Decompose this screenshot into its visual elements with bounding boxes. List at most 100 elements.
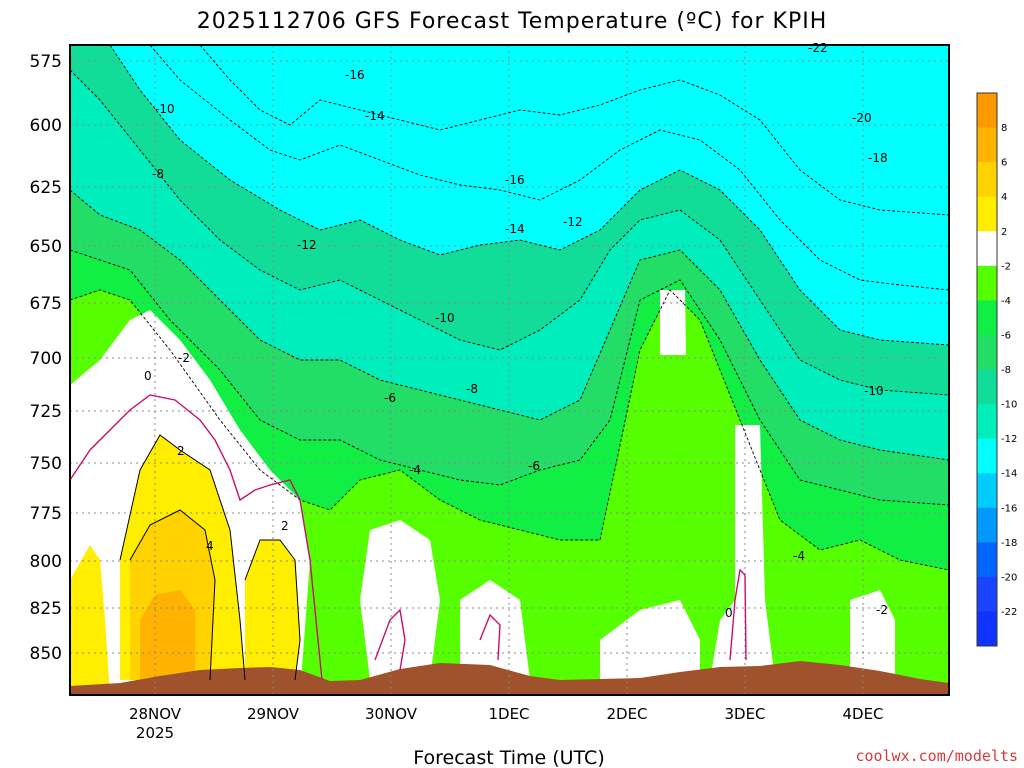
x-tick-label: 3DEC <box>724 705 765 723</box>
region-warm-pocket-30nov <box>360 520 440 680</box>
x-axis-title: Forecast Time (UTC) <box>413 747 604 768</box>
contour-label-zero-b: 0 <box>725 606 733 620</box>
colorbar-label: -8 <box>1001 365 1011 376</box>
contour-plus2-main <box>119 434 246 681</box>
chart-title: 2025112706 GFS Forecast Temperature (ºC)… <box>197 9 828 34</box>
colorbar-label: -2 <box>1001 261 1011 272</box>
region-plus2 <box>70 545 110 695</box>
x-tick-label: 29NOV <box>247 705 300 723</box>
colorbar-swatch <box>977 438 997 474</box>
colorbar-swatch <box>977 162 997 198</box>
x-tick-label: 1DEC <box>488 705 529 723</box>
colorbar: 8 6 4 2 -2 -4 -6 -8 -10 -12 -14 -16 -18 -20 -22 <box>976 92 1017 647</box>
x-tick-year: 2025 <box>136 724 174 742</box>
contour-zero-main <box>70 394 323 681</box>
colorbar-label: -4 <box>1001 296 1011 307</box>
plot-area <box>70 45 949 695</box>
colorbar-label: -16 <box>1001 503 1017 514</box>
contour-label-zero: 0 <box>144 369 152 383</box>
contour-label-minus8: -8 <box>152 167 164 181</box>
contour-minus4 <box>70 289 949 571</box>
contour-label-plus4: 4 <box>206 539 214 553</box>
contour-label-minus12-b: -12 <box>563 215 583 229</box>
colorbar-swatch <box>977 369 997 405</box>
y-tick-label: 850 <box>30 644 62 664</box>
contour-lines <box>70 45 949 571</box>
site-credit: coolwx.com/modelts <box>855 747 1018 765</box>
y-tick-label: 800 <box>30 552 62 572</box>
contour-label-minus10: -10 <box>155 102 175 116</box>
colorbar-swatch <box>977 404 997 440</box>
contour-label-minus2: -2 <box>178 351 190 365</box>
colorbar-swatch <box>977 127 997 163</box>
contour-label-group: -22 -20 -18 -16 -16 -14 -14 -12 -12 -10 … <box>144 41 888 620</box>
colorbar-label: -18 <box>1001 538 1017 549</box>
contour-label-minus4: -4 <box>409 463 421 477</box>
contour-label-plus2: 2 <box>177 444 185 458</box>
colorbar-swatch <box>977 265 997 301</box>
x-tick-label: 4DEC <box>842 705 883 723</box>
zero-contours <box>70 394 747 681</box>
terrain <box>70 661 949 695</box>
colorbar-label: 4 <box>1001 192 1007 203</box>
cold-region-minus12 <box>110 45 949 345</box>
colorbar-swatch <box>977 93 997 129</box>
contour-zero-30nov <box>374 608 406 671</box>
contour-label-minus20: -20 <box>852 111 872 125</box>
colorbar-label: 2 <box>1001 227 1007 238</box>
y-tick-label: 625 <box>30 178 62 198</box>
colorbar-label: -6 <box>1001 330 1011 341</box>
y-tick-label: 650 <box>30 237 62 257</box>
contour-minus14 <box>149 45 949 291</box>
contour-label-minus18: -18 <box>868 151 888 165</box>
contour-label-minus16-b: -16 <box>505 173 525 187</box>
contour-label-minus16: -16 <box>345 68 365 82</box>
contour-label-minus22: -22 <box>808 41 828 55</box>
y-tick-label: 575 <box>30 52 62 72</box>
contour-minus10 <box>70 69 949 396</box>
y-tick-label: 700 <box>30 349 62 369</box>
contour-label-minus8-b: -8 <box>466 382 478 396</box>
y-tick-label: 825 <box>30 599 62 619</box>
region-warm-cell-2dec <box>660 290 686 355</box>
colorbar-frame <box>976 92 998 647</box>
region-warm-pocket-1dec <box>460 580 530 680</box>
y-tick-label: 750 <box>30 454 62 474</box>
colorbar-label: 6 <box>1001 158 1007 169</box>
colorbar-label: -12 <box>1001 434 1017 445</box>
colorbar-label: -22 <box>1001 607 1017 618</box>
grid <box>70 45 949 695</box>
colorbar-swatch <box>977 231 997 267</box>
y-tick-label: 725 <box>30 402 62 422</box>
contour-label-minus10-c: -10 <box>864 384 884 398</box>
x-tick-label: 30NOV <box>365 705 418 723</box>
plot-frame <box>69 44 950 696</box>
colorbar-swatch <box>977 300 997 336</box>
contour-minus12 <box>109 45 949 346</box>
contour-label-minus12: -12 <box>297 238 317 252</box>
colorbar-swatch <box>977 542 997 578</box>
y-tick-label: 775 <box>30 504 62 524</box>
y-axis: 575 600 625 650 675 700 725 750 775 800 … <box>30 52 62 664</box>
colorbar-swatch <box>977 334 997 370</box>
colorbar-swatch <box>977 473 997 509</box>
colorbar-swatch <box>977 576 997 612</box>
contour-label-minus14-b: -14 <box>505 222 525 236</box>
colorbar-label: -10 <box>1001 400 1017 411</box>
contour-label-minus10-b: -10 <box>435 311 455 325</box>
x-tick-label: 28NOV <box>129 705 182 723</box>
y-tick-label: 675 <box>30 294 62 314</box>
colorbar-label: -14 <box>1001 469 1017 480</box>
contour-minus6 <box>70 249 949 506</box>
contour-zero-3dec <box>729 568 747 661</box>
contour-minus16 <box>199 45 949 216</box>
colorbar-swatch <box>977 611 997 647</box>
colorbar-swatch <box>977 196 997 232</box>
contour-plus2-29nov <box>244 539 301 681</box>
x-axis: 28NOV 2025 29NOV 30NOV 1DEC 2DEC 3DEC 4D… <box>129 705 884 742</box>
contour-plus4-main <box>129 509 216 681</box>
contour-label-minus6-b: -6 <box>528 459 540 473</box>
region-warm-pocket-4dec <box>850 590 895 680</box>
contour-label-minus4-b: -4 <box>793 549 805 563</box>
